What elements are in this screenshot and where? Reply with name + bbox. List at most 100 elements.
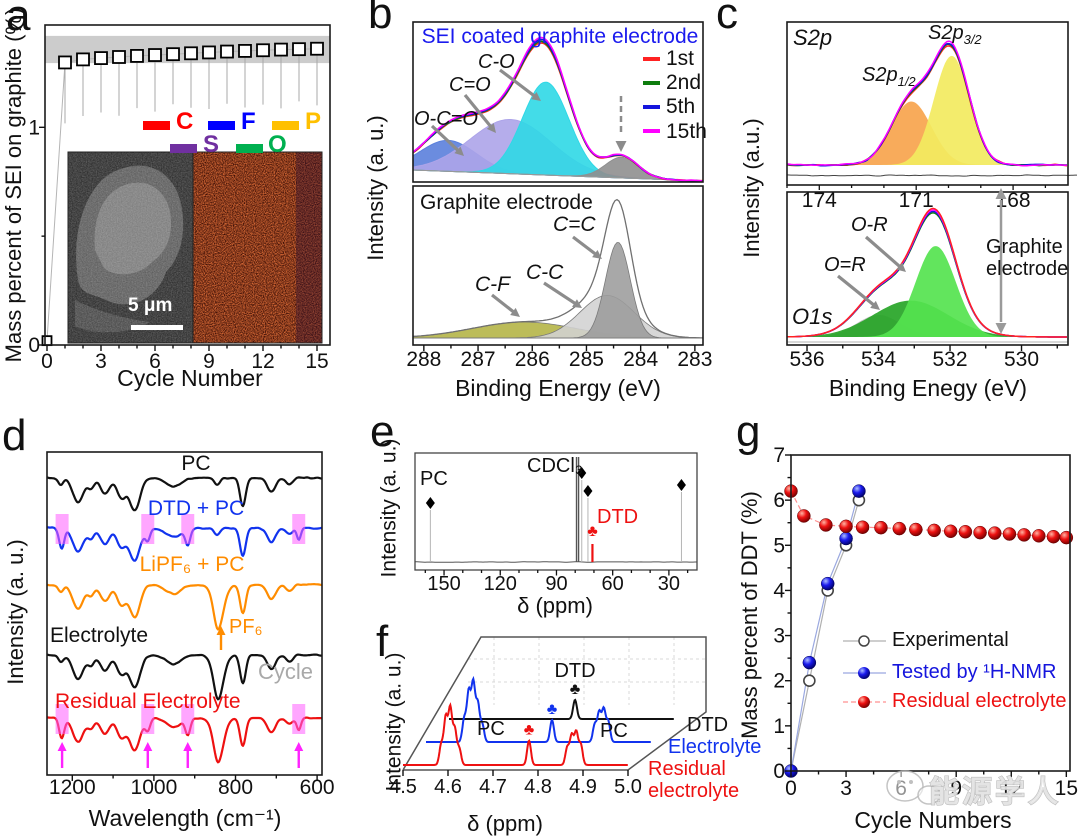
- f-x-tick-label: 5.0: [614, 776, 642, 798]
- b-legend-swatch: [643, 105, 660, 109]
- diamond-marker: [583, 485, 593, 497]
- sem-scalebar: [131, 325, 183, 330]
- data-point-sphere: [892, 521, 907, 536]
- b-legend-5th: 5th: [666, 95, 696, 118]
- b-annotation-C=O: C=O: [449, 74, 491, 96]
- panel-letter-g: g: [736, 407, 761, 456]
- f-dtd-peak-label: DTD: [554, 660, 596, 682]
- data-point-sphere: [855, 520, 870, 534]
- e-x-tick-label: 60: [602, 573, 624, 595]
- data-point-square: [148, 48, 162, 62]
- b-annotation-CC: C-C: [526, 261, 564, 284]
- d-pf6-annotation: PF₆: [229, 616, 263, 638]
- b-x-tick-label: 285: [569, 348, 604, 371]
- b-top-frame: [412, 21, 704, 183]
- data-point-sphere: [819, 518, 833, 532]
- g-y-axis-label: Mass percent of DDT (%): [736, 491, 762, 739]
- data-point-square: [274, 42, 288, 57]
- c-s2p32-label: S2p3/2: [928, 22, 982, 47]
- eds-dark-band: [296, 152, 322, 343]
- data-point-square: [202, 45, 216, 60]
- data-point-square: [310, 41, 324, 56]
- b-x-axis-label: Binding Energy (eV): [455, 375, 661, 401]
- c-o1s-tick-label: 534: [861, 348, 896, 371]
- d-cycle-text: Cycle: [258, 659, 314, 684]
- c-o1s-tick-label: 536: [789, 348, 824, 371]
- data-point-sphere: [987, 526, 1002, 540]
- c-y-axis-label: Intensity (a.u.): [738, 118, 764, 258]
- a-x-tick-label: 9: [203, 350, 215, 373]
- data-point-square: [238, 44, 252, 58]
- g-y-tick-label: 2: [773, 670, 785, 693]
- data-point-square: [256, 43, 270, 58]
- d-trace-label-dtd-pc: DTD + PC: [147, 497, 245, 520]
- c-bottom-frame: [786, 191, 1069, 346]
- ftir-trace-0: [46, 476, 323, 512]
- a-x-tick-label: 0: [41, 350, 53, 373]
- arrow-head: [615, 141, 627, 152]
- g-y-tick-label: 7: [773, 444, 785, 467]
- panel-d-chart: 1200 1000 800 600: [46, 451, 335, 799]
- o1s-trace-0: [787, 207, 1067, 338]
- club-marker: ♣: [547, 701, 558, 718]
- g-y-tick-label: 5: [773, 534, 785, 557]
- d-x-tick-label: 1200: [49, 776, 96, 799]
- c-s2p-tick-label: 174: [802, 189, 837, 212]
- highlight-box: [181, 704, 195, 734]
- f-x-axis-label: δ (ppm): [467, 811, 543, 836]
- arrow-shaft: [430, 124, 461, 154]
- g-x-tick-label: 9: [950, 777, 962, 800]
- arrow-head: [294, 742, 304, 751]
- panel-letter-b: b: [368, 0, 393, 38]
- data-point-sphere: [820, 576, 835, 591]
- arrow-head: [57, 742, 67, 751]
- xps-baseline: [412, 169, 704, 182]
- f-pc-label-left: PC: [477, 718, 505, 740]
- legend-glyph-open-circle: [858, 635, 870, 647]
- legend-swatch-S: [170, 144, 197, 153]
- g-x-tick-label: 0: [785, 777, 797, 800]
- c-s2p32-sub: 3/2: [963, 32, 982, 47]
- legend-swatch-C: [143, 121, 170, 130]
- data-point-square: [58, 55, 72, 70]
- sem-noise: [68, 152, 193, 343]
- legend-label-F: F: [241, 108, 256, 135]
- club-marker: ♣: [524, 722, 535, 739]
- nmr3d-trace-1: [426, 675, 651, 743]
- b-annotation-C=C: C=C: [553, 213, 596, 236]
- arrow-shaft: [491, 293, 517, 315]
- d-x-tick-label: 800: [218, 776, 253, 799]
- g-x-tick-label: 12: [1000, 777, 1023, 800]
- b-top-title: SEI coated graphite electrode: [421, 25, 699, 48]
- data-point-square: [112, 50, 126, 64]
- legend-label-O: O: [268, 131, 287, 158]
- highlight-box: [55, 514, 69, 544]
- data-point-sphere: [943, 524, 958, 539]
- arrow-shaft: [836, 274, 877, 308]
- data-point-open-circle: [803, 674, 816, 688]
- arrow-shaft: [572, 235, 599, 257]
- highlight-box: [292, 514, 306, 544]
- xps-component-C=C: [413, 242, 703, 339]
- c-s2p12-label: S2p1/2: [862, 64, 916, 89]
- a-y-axis-label: Mass percent of SEI on graphite (%): [0, 7, 26, 363]
- panel-e-chart: ♣ 150 120 90 60 30: [414, 452, 698, 595]
- d-trace-label-lipf6-pc: LiPF₆ + PC: [139, 553, 245, 576]
- nmr3d-trace-0: [403, 702, 628, 766]
- a-y-tick-label: 0: [28, 334, 40, 357]
- arrow-head: [572, 299, 582, 308]
- e-x-tick-label: 150: [427, 573, 460, 595]
- panel-letter-a: a: [6, 0, 31, 40]
- legend-glyph-blue-sphere: [858, 667, 870, 679]
- data-point-sphere: [909, 522, 923, 537]
- ftir-trace-2: [46, 583, 323, 631]
- diamond-marker: [577, 467, 587, 479]
- watermark: 能源学人: [886, 770, 1059, 810]
- data-point-square: [184, 46, 198, 61]
- g-legend-residual: Residual electrolyte: [892, 690, 1067, 712]
- arrow-head: [995, 188, 1007, 199]
- f-y-axis-label: Intensity (a. u.): [382, 652, 406, 792]
